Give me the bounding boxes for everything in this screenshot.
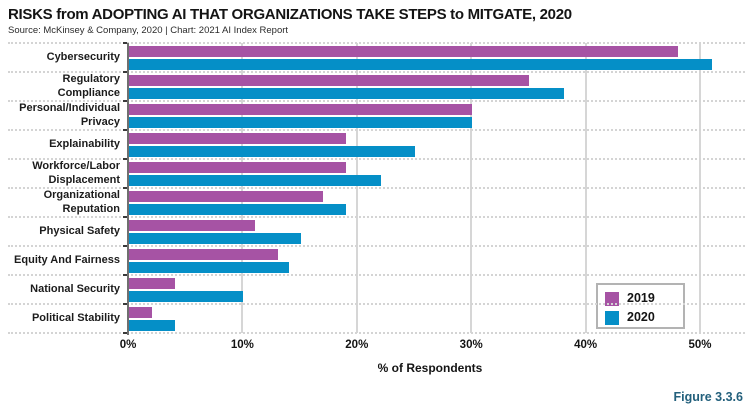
bar-2020-5	[129, 175, 381, 186]
category-label-6: Organizational Reputation	[43, 188, 120, 215]
row-separator-3	[8, 129, 745, 131]
chart-source-line: Source: McKinsey & Company, 2020 | Chart…	[8, 25, 289, 36]
bar-2019-5	[129, 162, 347, 173]
category-label-8: Equity And Fairness	[14, 253, 120, 266]
row-separator-10	[8, 332, 745, 334]
bar-2019-6	[129, 191, 324, 202]
bar-2020-8	[129, 262, 290, 273]
legend: 2019 2020	[596, 283, 685, 329]
category-label-5: Workforce/Labor Displacement	[32, 159, 120, 186]
row-separator-9	[8, 303, 745, 305]
x-axis-title: % of Respondents	[377, 361, 483, 375]
bar-2020-3	[129, 117, 473, 128]
bar-2020-4	[129, 146, 415, 157]
y-axis-tick-1	[123, 71, 127, 73]
category-label-4: Explainability	[49, 137, 120, 150]
row-separator-5	[8, 187, 745, 189]
x-tick-label-10%: 10%	[230, 339, 254, 351]
row-separator-4	[8, 158, 745, 160]
bar-2019-3	[129, 104, 473, 115]
bar-2019-4	[129, 133, 347, 144]
category-label-3: Personal/Individual Privacy	[19, 101, 120, 128]
bar-2020-9	[129, 291, 244, 302]
y-axis-tick-0	[123, 42, 127, 44]
y-axis-line	[127, 43, 129, 335]
bar-2020-1	[129, 59, 713, 70]
y-axis-tick-7	[123, 245, 127, 247]
y-axis-tick-8	[123, 274, 127, 276]
row-separator-2	[8, 100, 745, 102]
legend-label-2020: 2020	[627, 310, 655, 325]
x-tick-label-20%: 20%	[345, 339, 369, 351]
x-tick-label-30%: 30%	[459, 339, 483, 351]
legend-swatch-2020	[605, 310, 619, 325]
x-tick-label-50%: 50%	[688, 339, 712, 351]
bar-2019-2	[129, 75, 530, 86]
bar-2019-8	[129, 249, 278, 260]
legend-swatch-2019	[605, 291, 619, 306]
x-tick-label-0%: 0%	[119, 339, 137, 351]
bar-2020-7	[129, 233, 301, 244]
row-separator-8	[8, 274, 745, 276]
row-separator-7	[8, 245, 745, 247]
row-separator-1	[8, 71, 745, 73]
category-label-7: Physical Safety	[39, 224, 120, 237]
y-axis-tick-10	[123, 332, 127, 334]
y-axis-tick-9	[123, 303, 127, 305]
bar-2019-10	[129, 307, 152, 318]
y-axis-tick-3	[123, 129, 127, 131]
category-label-2: Regulatory Compliance	[57, 72, 120, 99]
bar-2019-1	[129, 46, 679, 57]
y-axis-tick-6	[123, 216, 127, 218]
legend-item-2020: 2020	[605, 309, 683, 326]
chart-title: RISKS from ADOPTING AI THAT ORGANIZATION…	[8, 6, 572, 23]
row-separator-0	[8, 42, 745, 44]
row-separator-6	[8, 216, 745, 218]
bar-2019-7	[129, 220, 255, 231]
category-label-9: National Security	[30, 282, 120, 295]
bar-2020-6	[129, 204, 347, 215]
y-axis-tick-2	[123, 100, 127, 102]
y-axis-tick-4	[123, 158, 127, 160]
category-label-1: Cybersecurity	[46, 50, 120, 63]
y-axis-tick-5	[123, 187, 127, 189]
figure-number: Figure 3.3.6	[673, 390, 743, 404]
bar-2020-10	[129, 320, 175, 331]
legend-item-2019: 2019	[605, 290, 683, 307]
bar-2020-2	[129, 88, 564, 99]
x-tick-label-40%: 40%	[574, 339, 598, 351]
legend-label-2019: 2019	[627, 291, 655, 306]
category-label-10: Political Stability	[31, 311, 120, 324]
bar-2019-9	[129, 278, 175, 289]
